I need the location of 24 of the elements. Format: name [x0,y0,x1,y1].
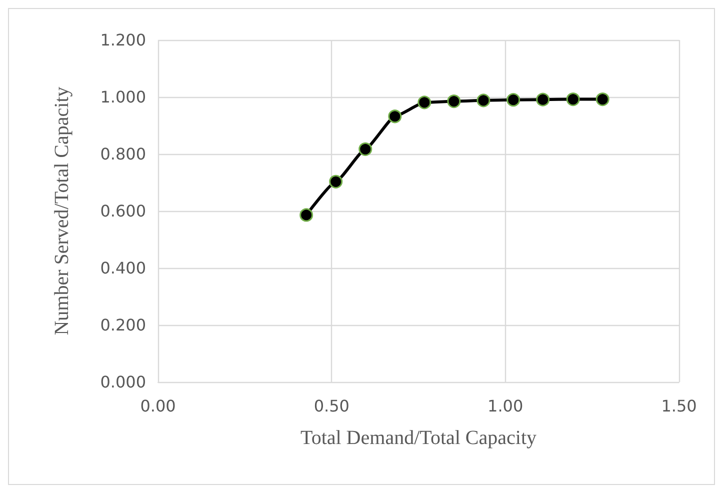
point [418,96,432,110]
point [536,92,550,106]
point [388,110,402,124]
point [596,92,610,106]
y-tick-label: 0.600 [100,202,146,220]
y-tick-label: 0.200 [100,316,146,334]
point [566,92,580,106]
y-tick-label: 0.000 [100,372,146,392]
y-axis-title: Number Served/Total Capacity [51,86,73,336]
y-tick-label: 1.000 [100,88,146,106]
point [476,94,490,108]
y-tick-label: 0.800 [100,144,146,164]
point [300,208,314,222]
point [358,142,372,156]
x-tick-label: 1.00 [488,396,524,416]
point [447,94,461,108]
point [329,174,343,188]
x-axis-title: Total Demand/Total Capacity [300,427,537,449]
y-tick-label: 0.400 [100,258,146,278]
x-tick-label: 0.50 [314,396,350,416]
x-tick-label: 0.00 [140,396,176,416]
y-tick-label: 1.200 [100,30,146,50]
x-tick-label: 1.50 [661,396,697,416]
point [506,93,520,107]
